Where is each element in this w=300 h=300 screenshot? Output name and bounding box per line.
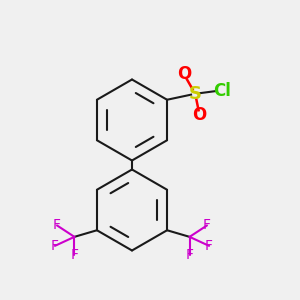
Text: F: F (51, 239, 59, 253)
Text: O: O (192, 106, 206, 124)
Text: S: S (189, 85, 202, 103)
Text: F: F (203, 218, 211, 233)
Text: F: F (186, 248, 194, 262)
Text: O: O (177, 65, 191, 83)
Text: F: F (53, 218, 61, 233)
Text: Cl: Cl (213, 82, 231, 100)
Text: F: F (70, 248, 78, 262)
Text: F: F (205, 239, 213, 253)
